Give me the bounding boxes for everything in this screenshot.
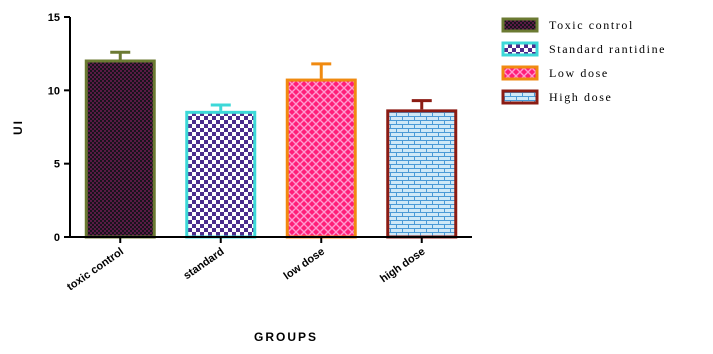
y-axis-title: UI: [11, 119, 25, 135]
y-tick-label: 10: [48, 85, 60, 97]
y-tick-label: 5: [54, 159, 60, 171]
x-tick-label: standard: [182, 246, 227, 282]
legend-swatch: [501, 89, 539, 105]
bar-low-dose: [285, 78, 357, 239]
plot-area: [84, 50, 458, 239]
x-tick-label: high dose: [378, 246, 427, 286]
x-tick-label: low dose: [282, 246, 327, 283]
bar-standard: [185, 110, 257, 239]
legend-swatch: [501, 65, 539, 81]
legend-label: High dose: [549, 90, 612, 104]
bar-high-dose: [386, 109, 458, 239]
legend-label: Toxic control: [549, 18, 634, 32]
legend-label: Low dose: [549, 66, 609, 80]
x-axis-title: GROUPS: [254, 330, 318, 344]
bar-toxic-control: [84, 59, 156, 239]
legend-swatch: [501, 41, 539, 57]
y-tick-label: 15: [48, 12, 60, 24]
legend-swatch: [501, 17, 539, 33]
legend-label: Standard rantidine: [549, 42, 666, 56]
x-tick-label: toxic control: [65, 246, 126, 294]
legend: Toxic control Standard rantidine Low dose H…: [501, 17, 666, 105]
y-tick-label: 0: [54, 232, 60, 244]
